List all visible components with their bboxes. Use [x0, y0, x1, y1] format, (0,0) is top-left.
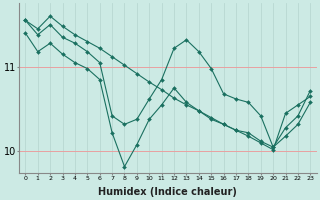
X-axis label: Humidex (Indice chaleur): Humidex (Indice chaleur): [99, 187, 237, 197]
